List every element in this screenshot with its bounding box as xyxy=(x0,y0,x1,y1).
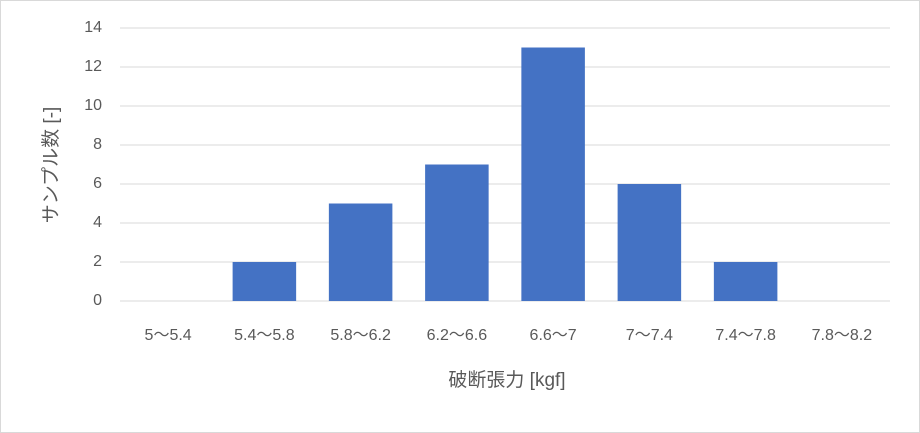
x-axis-title: 破断張力 [kgf] xyxy=(448,369,565,391)
x-tick-label: 7.4～7.8 xyxy=(715,327,776,344)
y-tick-label: 6 xyxy=(93,175,102,192)
y-tick-label: 8 xyxy=(93,136,102,153)
bar xyxy=(328,203,393,301)
x-tick-label: 5～5.4 xyxy=(145,327,192,344)
bar xyxy=(521,47,585,301)
y-tick-label: 4 xyxy=(93,214,102,231)
x-tick-label: 7～7.4 xyxy=(626,327,673,344)
y-tick-label: 2 xyxy=(93,253,102,270)
x-tick-label: 5.8～6.2 xyxy=(330,327,391,344)
y-tick-label: 12 xyxy=(84,58,102,75)
y-tick-label: 0 xyxy=(93,292,102,309)
x-tick-label: 6.2～6.6 xyxy=(427,327,488,344)
bar xyxy=(713,262,778,301)
x-tick-label: 6.6～7 xyxy=(530,327,577,344)
y-tick-label: 14 xyxy=(84,19,102,36)
y-tick-label: 10 xyxy=(84,97,102,114)
bar xyxy=(425,164,489,301)
x-tick-label: 5.4～5.8 xyxy=(234,327,295,344)
bar xyxy=(617,184,682,301)
bar xyxy=(232,262,297,301)
y-axis-title: サンプル数 [-] xyxy=(40,107,62,224)
x-tick-label: 7.8～8.2 xyxy=(812,327,873,344)
